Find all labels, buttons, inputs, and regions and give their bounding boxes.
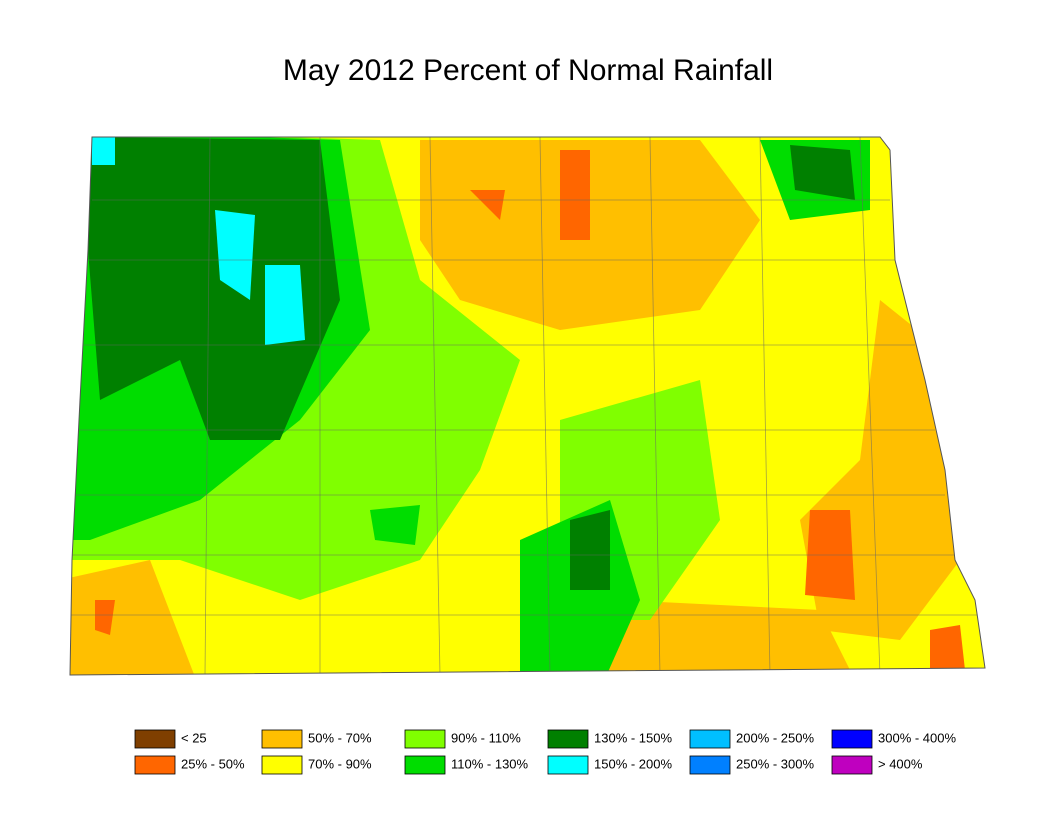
legend-label: 150% - 200% <box>594 756 672 771</box>
legend-swatch <box>261 729 303 749</box>
legend-swatch <box>261 755 303 775</box>
legend-swatch <box>134 729 176 749</box>
legend-label: < 25 <box>181 730 207 745</box>
legend-label: 25% - 50% <box>181 756 245 771</box>
rainfall-region <box>600 600 860 675</box>
legend-label: 300% - 400% <box>878 730 956 745</box>
rainfall-region <box>370 505 420 545</box>
rainfall-region <box>265 265 305 345</box>
rainfall-region <box>560 150 590 240</box>
legend: < 25 25% - 50% 50% - 70% 70% - 90% 90% - 110… <box>134 729 956 775</box>
rainfall-region <box>215 210 255 300</box>
legend-swatch <box>404 755 446 775</box>
legend-swatch <box>689 729 731 749</box>
state-outline <box>69 136 986 676</box>
rainfall-region <box>790 145 855 200</box>
rainfall-region <box>92 137 115 165</box>
legend-swatch <box>831 755 873 775</box>
rainfall-region <box>88 137 340 440</box>
rainfall-region <box>570 510 610 590</box>
legend-label: 70% - 90% <box>308 756 372 771</box>
legend-swatch <box>831 729 873 749</box>
legend-swatch <box>689 755 731 775</box>
county-lines <box>70 137 980 675</box>
rainfall-region <box>70 560 200 675</box>
legend-label: 250% - 300% <box>736 756 814 771</box>
legend-label: 200% - 250% <box>736 730 814 745</box>
legend-swatch <box>547 755 589 775</box>
legend-label: 90% - 110% <box>451 730 521 745</box>
rainfall-region <box>95 600 115 635</box>
legend-swatch <box>404 729 446 749</box>
rainfall-region <box>930 625 965 670</box>
legend-label: 110% - 130% <box>451 756 529 771</box>
legend-label: 50% - 70% <box>308 730 372 745</box>
legend-swatch <box>547 729 589 749</box>
map-title: May 2012 Percent of Normal Rainfall <box>283 54 773 87</box>
rainfall-region <box>470 190 505 220</box>
legend-label: 130% - 150% <box>594 730 672 745</box>
legend-label: > 400% <box>878 756 923 771</box>
legend-swatch <box>134 755 176 775</box>
rainfall-map <box>70 137 985 675</box>
